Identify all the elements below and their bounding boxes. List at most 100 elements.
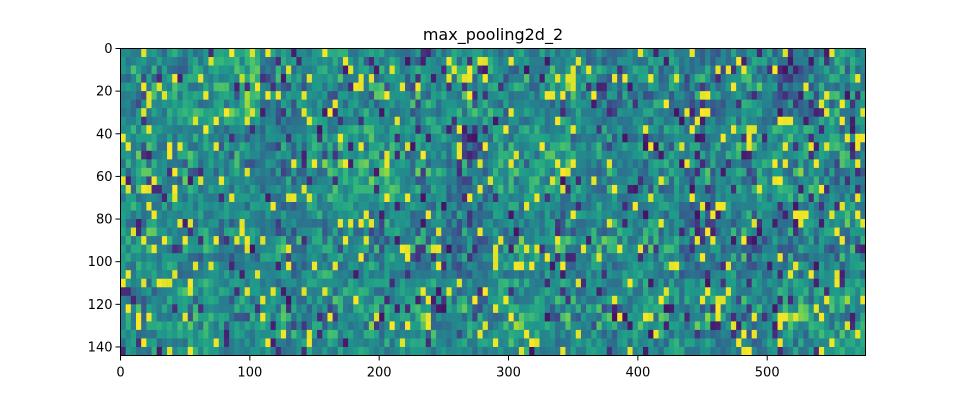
activation-cell: [223, 338, 230, 348]
activation-cell: [353, 142, 359, 152]
activation-cell: [322, 48, 328, 58]
activation-cell: [208, 65, 214, 75]
activation-cell: [218, 278, 225, 288]
activation-cell: [218, 176, 225, 186]
activation-cell: [710, 133, 716, 143]
activation-cell: [508, 253, 514, 262]
activation-cell: [317, 125, 323, 135]
activation-cell: [348, 150, 354, 160]
activation-cell: [187, 338, 194, 348]
activation-cell: [172, 150, 178, 160]
activation-cell: [130, 236, 137, 245]
activation-cell: [746, 261, 752, 271]
activation-cell: [260, 270, 266, 280]
activation-cell: [482, 321, 489, 331]
activation-cell: [456, 133, 463, 143]
activation-cell: [161, 346, 168, 356]
activation-cell: [270, 82, 277, 92]
activation-cell: [555, 57, 561, 66]
activation-cell: [389, 244, 396, 254]
activation-cell: [182, 167, 189, 177]
activation-cell: [120, 338, 126, 348]
activation-cell: [818, 176, 825, 186]
activation-cell: [663, 108, 670, 118]
activation-cell: [213, 48, 220, 58]
activation-cell: [208, 108, 214, 118]
activation-cell: [260, 312, 266, 322]
feature-map-tile: [167, 202, 214, 280]
activation-cell: [275, 304, 282, 314]
activation-cell: [156, 304, 163, 314]
activation-cell: [301, 236, 308, 245]
activation-cell: [524, 133, 530, 143]
activation-cell: [270, 227, 277, 237]
activation-cell: [715, 219, 721, 228]
activation-cell: [539, 142, 546, 152]
activation-cell: [529, 167, 535, 177]
activation-cell: [218, 253, 225, 262]
activation-cell: [643, 329, 649, 339]
activation-cell: [229, 99, 235, 109]
activation-cell: [627, 261, 633, 271]
activation-cell: [741, 108, 747, 118]
activation-cell: [715, 227, 721, 237]
activation-cell: [508, 236, 514, 245]
activation-cell: [141, 329, 147, 339]
activation-cell: [451, 99, 458, 109]
activation-cell: [151, 295, 158, 305]
activation-cell: [637, 116, 644, 126]
activation-cell: [674, 65, 680, 75]
activation-cell: [260, 116, 266, 126]
activation-cell: [493, 48, 499, 58]
activation-cell: [860, 176, 866, 186]
activation-cell: [487, 270, 494, 280]
activation-cell: [229, 133, 235, 143]
activation-cell: [255, 338, 261, 348]
feature-map-tile: [446, 278, 494, 356]
activation-cell: [694, 91, 701, 100]
activation-cell: [793, 176, 799, 186]
activation-cell: [451, 346, 458, 356]
activation-cell: [668, 142, 675, 152]
activation-cell: [803, 82, 809, 92]
activation-cell: [353, 150, 359, 160]
activation-cell: [787, 244, 794, 254]
activation-cell: [156, 82, 163, 92]
activation-cell: [518, 312, 525, 322]
activation-cell: [782, 253, 789, 262]
activation-cell: [374, 227, 380, 237]
activation-cell: [146, 167, 152, 177]
activation-cell: [648, 304, 654, 314]
activation-cell: [192, 108, 199, 118]
activation-cell: [296, 227, 302, 237]
activation-cell: [270, 253, 277, 262]
activation-cell: [596, 167, 602, 177]
activation-cell: [684, 210, 690, 220]
activation-cell: [617, 116, 623, 126]
activation-cell: [156, 329, 163, 339]
activation-cell: [389, 108, 396, 118]
activation-cell: [192, 270, 199, 280]
activation-cell: [436, 167, 442, 177]
activation-cell: [643, 48, 649, 58]
activation-cell: [363, 295, 370, 305]
activation-cell: [286, 253, 292, 262]
activation-cell: [498, 270, 504, 280]
activation-cell: [322, 99, 328, 109]
activation-cell: [451, 287, 458, 297]
activation-cell: [358, 253, 364, 262]
activation-cell: [244, 244, 251, 254]
activation-cell: [337, 270, 344, 280]
activation-cell: [182, 244, 189, 254]
activation-cell: [130, 278, 137, 288]
activation-cell: [560, 210, 566, 220]
activation-cell: [311, 338, 318, 348]
activation-cell: [358, 176, 364, 186]
activation-cell: [606, 57, 613, 66]
activation-cell: [606, 236, 613, 245]
activation-cell: [249, 99, 256, 109]
activation-cell: [410, 57, 416, 66]
activation-cell: [182, 74, 189, 83]
activation-cell: [808, 125, 815, 135]
activation-cell: [844, 125, 851, 135]
